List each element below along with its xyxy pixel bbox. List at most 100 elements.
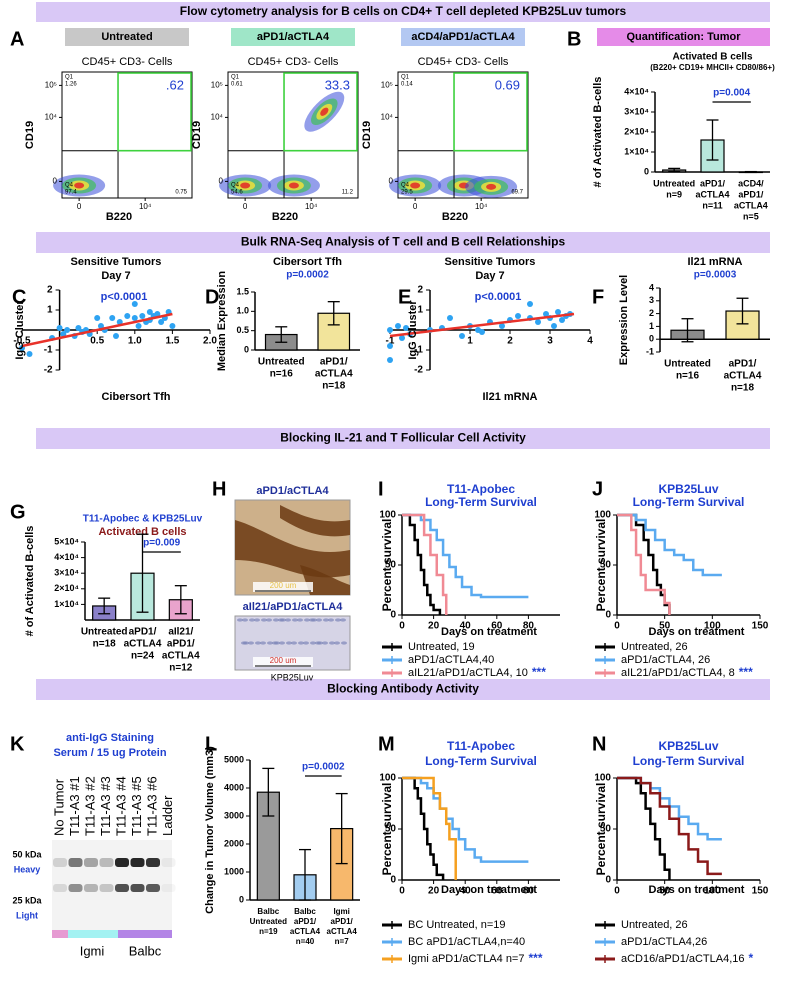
category-label: Untreated — [653, 178, 695, 188]
label: Q4 — [65, 183, 74, 189]
legend-label: Untreated, 19 — [408, 641, 475, 653]
category-label: aCTLA4 — [290, 927, 321, 936]
chart-title: T11-Apobec & KPB25Luv — [83, 514, 203, 525]
data-point — [447, 315, 453, 321]
category-label: n=40 — [296, 937, 315, 946]
x-tick-label: 10⁴ — [139, 202, 152, 211]
label: 1.26 — [65, 82, 77, 88]
nucleus — [292, 618, 298, 622]
y-axis-label: Percent survival — [594, 519, 608, 612]
light-band — [146, 884, 160, 892]
data-point — [135, 323, 142, 329]
x-tick-label: 1.0 — [128, 336, 142, 347]
y-tick-label: -2 — [44, 365, 53, 376]
y-tick-label: 0 — [605, 610, 611, 621]
group-label: Untreated — [101, 31, 152, 43]
y-tick-label: 10⁴ — [45, 113, 58, 122]
y-tick-label: -1 — [414, 345, 423, 356]
p-value: p=0.0002 — [286, 270, 329, 281]
nucleus — [254, 618, 260, 622]
data-point — [124, 313, 131, 319]
lane-label: T11-A3 #1 — [67, 776, 82, 836]
x-axis-label: Days on treatment — [649, 884, 745, 896]
nucleus — [286, 641, 292, 645]
group-label: Balbc — [129, 943, 162, 958]
category-label: aPD1/ — [738, 189, 764, 199]
panel-letter: A — [10, 28, 24, 50]
y-tick-label: 2000 — [224, 838, 244, 848]
category-label: n=24 — [131, 651, 155, 662]
light-band — [99, 884, 114, 892]
chart-subtitle: Activated B cells — [98, 526, 186, 538]
x-tick-label: 0 — [77, 202, 82, 211]
section-banner — [36, 232, 770, 253]
nucleus — [304, 618, 310, 622]
y-tick-label: 0 — [644, 166, 649, 176]
section-banner — [36, 679, 770, 700]
data-point — [555, 309, 561, 315]
panel-letter: G — [10, 501, 26, 523]
x-tick-label: 1 — [467, 336, 473, 347]
y-tick-label: 10⁵ — [45, 81, 57, 90]
nucleus — [298, 641, 304, 645]
survival-curve — [617, 513, 671, 615]
density-ring — [240, 182, 251, 189]
heavy-band — [146, 858, 160, 867]
y-axis-label: IgG Cluster — [14, 300, 26, 360]
data-point — [154, 311, 161, 317]
group-label: aCD4/aPD1/aCTLA4 — [411, 31, 515, 43]
x-tick-label: 0 — [413, 202, 418, 211]
category-label: Balbc — [257, 907, 279, 916]
y-tick-label: 50 — [600, 824, 612, 835]
x-tick-label: 100 — [704, 886, 721, 897]
y-tick-label: 2×10⁴ — [624, 126, 649, 136]
data-point — [387, 327, 393, 333]
plot-title: CD45+ CD3- Cells — [418, 56, 509, 68]
label: Q4 — [401, 183, 410, 189]
density-ring — [320, 107, 329, 116]
error-bar — [174, 585, 187, 615]
label: 54.6 — [231, 190, 243, 196]
error-bar — [136, 533, 149, 613]
y-tick-label: -1 — [646, 346, 654, 356]
category-label: aCTLA4 — [162, 651, 200, 662]
error-bar — [736, 297, 749, 325]
panel-letter: N — [592, 733, 606, 755]
nucleus — [267, 641, 273, 645]
section-banner — [36, 428, 770, 449]
cell-population — [465, 175, 518, 198]
nucleus — [241, 641, 247, 645]
nucleus — [322, 641, 328, 645]
section-title: Flow cytometry analysis for B cells on C… — [180, 4, 627, 18]
marker-size: 25 kDa — [12, 895, 42, 905]
y-tick-label: 0 — [244, 344, 249, 354]
lane-label: T11-A3 #5 — [129, 776, 144, 836]
x-tick-label: 0.5 — [90, 336, 104, 347]
x-tick-label: 2 — [507, 336, 513, 347]
y-tick-label: 100 — [594, 510, 611, 521]
category-label: aCD4/ — [738, 178, 764, 188]
survival-curve — [617, 776, 722, 876]
p-value: p<0.0001 — [101, 291, 148, 303]
error-bar — [299, 848, 311, 901]
nucleus — [316, 618, 322, 622]
x-tick-label: 1.5 — [165, 336, 179, 347]
data-point — [146, 309, 153, 315]
p-value: p=0.009 — [143, 538, 180, 549]
blot-title: anti-IgG Staining — [66, 732, 154, 744]
y-tick-label: 0 — [390, 875, 396, 886]
legend-label: aIL21/aPD1/aCTLA4, 10 — [408, 667, 528, 679]
nucleus — [340, 618, 346, 622]
category-label: n=18 — [93, 639, 117, 650]
data-point — [169, 323, 176, 329]
light-band — [130, 884, 145, 892]
lane-label: T11-A3 #4 — [113, 776, 128, 836]
label: 69.7 — [511, 190, 523, 196]
fit-line — [389, 312, 575, 338]
cell-population — [304, 91, 345, 132]
data-point — [75, 325, 82, 331]
lane-label: No Tumor — [51, 778, 66, 836]
scale-bar-label: 200 um — [270, 581, 297, 590]
heavy-band — [161, 858, 176, 867]
y-tick-label: 0.5 — [236, 325, 249, 335]
